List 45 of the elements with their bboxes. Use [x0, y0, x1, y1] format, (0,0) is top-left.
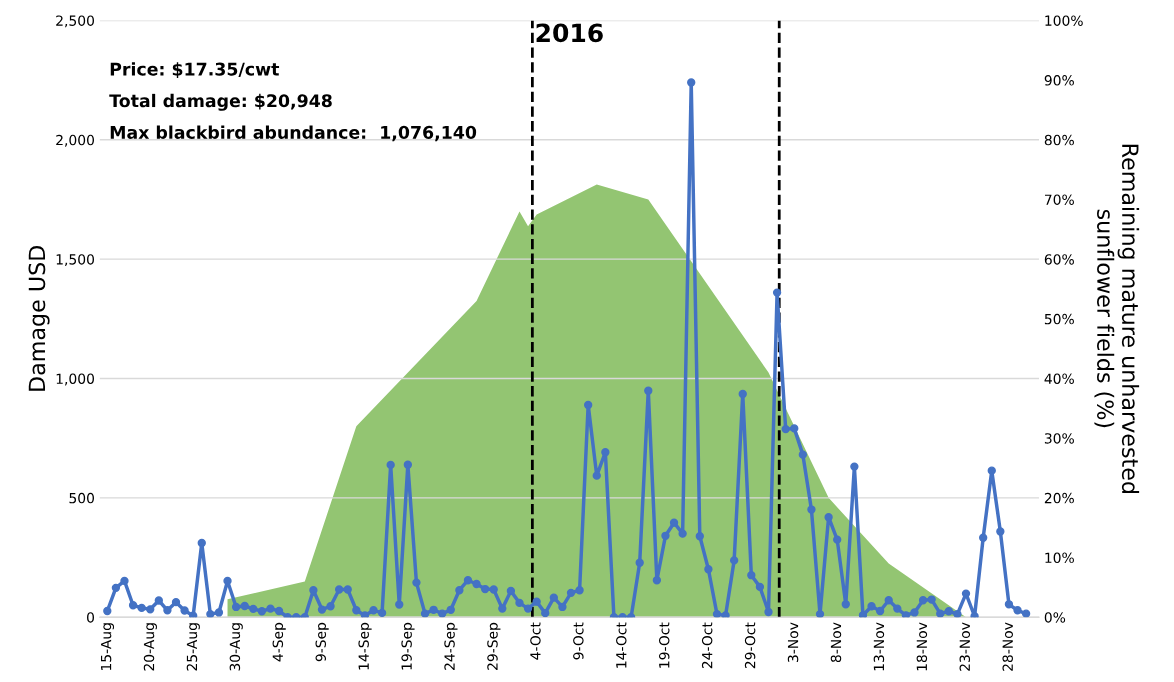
x-tick-label: 19-Oct [658, 622, 670, 668]
y2-tick-label: 70% [1044, 194, 1074, 205]
y2-tick-label: 90% [1044, 75, 1074, 86]
y-tick-label: 1,000 [56, 373, 95, 386]
annotation: Max blackbird abundance: 1,076,140 [110, 125, 477, 142]
x-tick-label: 18-Nov [916, 622, 928, 671]
y-tick-label: 2,000 [56, 134, 95, 147]
y2-tick-label: 0% [1044, 612, 1066, 623]
x-tick-label: 28-Nov [1002, 622, 1013, 671]
x-tick-label: 19-Sep [401, 622, 415, 670]
x-tick-label: 24-Oct [701, 622, 713, 669]
y2-tick-label: 60% [1044, 254, 1074, 265]
x-tick-label: 24-Sep [444, 622, 458, 670]
x-tick-label: 4-Sep [272, 622, 286, 662]
y2-tick-label: 20% [1044, 492, 1074, 504]
x-tick-label: 8-Nov [830, 622, 842, 663]
x-tick-label: 25-Aug [186, 623, 200, 671]
x-tick-label: 3-Nov [787, 622, 799, 662]
x-tick-label: 29-Oct [744, 622, 756, 669]
chart-title: 2016 [536, 23, 603, 43]
y2-tick-label: 30% [1044, 433, 1074, 444]
y2-tick-label: 100% [1045, 15, 1083, 26]
y-tick-label: 2,500 [56, 15, 95, 28]
y2-axis-title: Remaining mature unharvested sunflower fields (%) [1094, 144, 1140, 494]
y-tick-label: 1,500 [56, 254, 95, 267]
x-tick-label: 23-Nov [959, 622, 971, 671]
y2-tick-label: 40% [1044, 373, 1074, 384]
annotation: Price: $17.35/cwt [110, 62, 280, 78]
x-tick-label: 20-Aug [143, 623, 157, 671]
y-tick-label: 0 [87, 612, 95, 623]
x-tick-label: 13-Nov [873, 622, 885, 671]
y2-tick-label: 10% [1045, 552, 1074, 564]
y-axis-title: Damage USD [28, 245, 50, 391]
y-tick-label: 500 [69, 492, 95, 504]
x-tick-label: 30-Aug [229, 623, 243, 671]
x-tick-label: 14-Oct [616, 622, 627, 668]
x-tick-label: 9-Oct [573, 622, 584, 660]
x-tick-label: 9-Sep [315, 622, 329, 662]
y2-tick-label: 80% [1044, 134, 1074, 146]
x-tick-label: 29-Sep [487, 622, 501, 670]
annotation: Total damage: $20,948 [109, 93, 332, 111]
x-tick-label: 4-Oct [530, 622, 541, 660]
x-tick-label: 14-Sep [358, 622, 372, 670]
x-tick-label: 15-Aug [101, 623, 115, 671]
y2-tick-label: 50% [1044, 313, 1074, 325]
